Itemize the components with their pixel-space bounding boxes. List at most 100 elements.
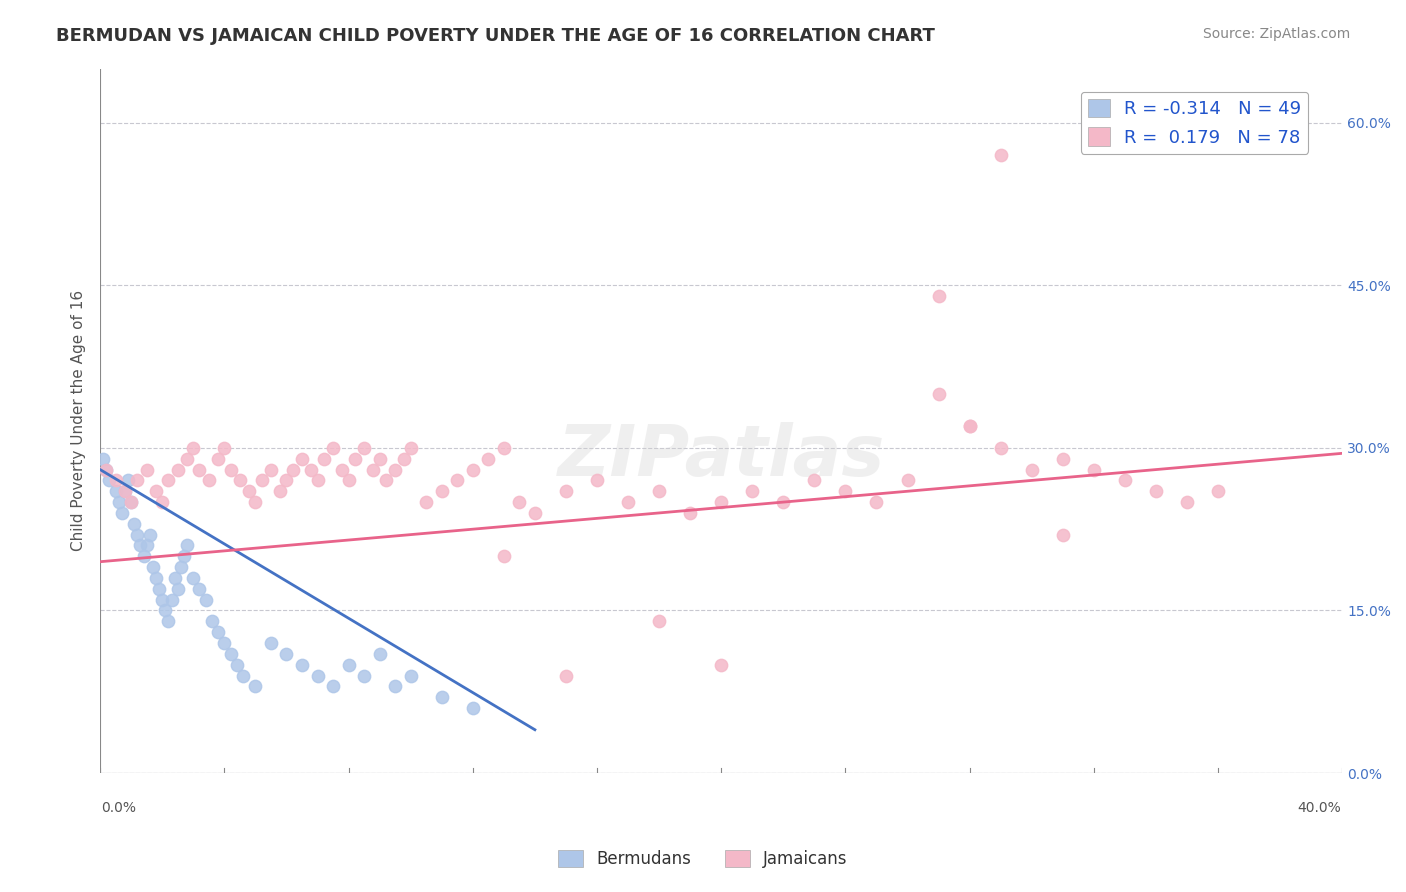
Point — [132, 549, 155, 564]
Point — [330, 462, 353, 476]
Text: 0.0%: 0.0% — [101, 801, 136, 815]
Point — [214, 441, 236, 455]
Point — [322, 679, 344, 693]
Legend: Bermudans, Jamaicans: Bermudans, Jamaicans — [551, 843, 855, 875]
Point — [107, 495, 129, 509]
Point — [142, 560, 165, 574]
Point — [374, 474, 396, 488]
Point — [803, 474, 825, 488]
Point — [225, 657, 247, 672]
Point — [96, 462, 118, 476]
Point — [176, 538, 198, 552]
Point — [399, 441, 422, 455]
Point — [229, 474, 252, 488]
Point — [648, 484, 671, 499]
Point — [260, 462, 283, 476]
Point — [307, 474, 329, 488]
Point — [291, 657, 314, 672]
Point — [710, 657, 733, 672]
Point — [477, 451, 499, 466]
Point — [117, 474, 139, 488]
Point — [120, 495, 142, 509]
Point — [104, 484, 127, 499]
Point — [772, 495, 794, 509]
Point — [865, 495, 887, 509]
Point — [166, 462, 188, 476]
Point — [276, 647, 298, 661]
Point — [928, 289, 950, 303]
Point — [214, 636, 236, 650]
Point — [1175, 495, 1198, 509]
Point — [194, 592, 217, 607]
Point — [430, 484, 453, 499]
Point — [260, 636, 283, 650]
Point — [617, 495, 640, 509]
Text: Source: ZipAtlas.com: Source: ZipAtlas.com — [1202, 27, 1350, 41]
Point — [155, 603, 177, 617]
Point — [1114, 474, 1136, 488]
Point — [276, 474, 298, 488]
Point — [163, 571, 186, 585]
Point — [170, 560, 193, 574]
Point — [201, 615, 224, 629]
Point — [250, 474, 273, 488]
Point — [363, 462, 385, 476]
Point — [269, 484, 291, 499]
Text: 40.0%: 40.0% — [1298, 801, 1341, 815]
Point — [148, 582, 170, 596]
Point — [181, 571, 204, 585]
Point — [160, 592, 183, 607]
Point — [928, 386, 950, 401]
Point — [959, 419, 981, 434]
Point — [415, 495, 437, 509]
Point — [492, 441, 515, 455]
Point — [337, 474, 360, 488]
Point — [207, 625, 229, 640]
Point — [337, 657, 360, 672]
Point — [586, 474, 609, 488]
Point — [114, 484, 136, 499]
Point — [98, 474, 121, 488]
Y-axis label: Child Poverty Under the Age of 16: Child Poverty Under the Age of 16 — [72, 290, 86, 551]
Point — [307, 668, 329, 682]
Point — [368, 647, 391, 661]
Point — [896, 474, 918, 488]
Point — [124, 516, 146, 531]
Point — [679, 506, 702, 520]
Point — [188, 462, 211, 476]
Point — [461, 701, 484, 715]
Point — [207, 451, 229, 466]
Point — [322, 441, 344, 455]
Point — [129, 538, 152, 552]
Point — [555, 668, 578, 682]
Point — [135, 538, 157, 552]
Text: ZIPatlas: ZIPatlas — [558, 422, 884, 491]
Text: BERMUDAN VS JAMAICAN CHILD POVERTY UNDER THE AGE OF 16 CORRELATION CHART: BERMUDAN VS JAMAICAN CHILD POVERTY UNDER… — [56, 27, 935, 45]
Point — [508, 495, 530, 509]
Point — [135, 462, 157, 476]
Point — [281, 462, 304, 476]
Point — [198, 474, 221, 488]
Point — [96, 462, 118, 476]
Point — [120, 495, 142, 509]
Point — [157, 615, 180, 629]
Point — [127, 474, 149, 488]
Legend: R = -0.314   N = 49, R =  0.179   N = 78: R = -0.314 N = 49, R = 0.179 N = 78 — [1081, 92, 1309, 153]
Point — [1052, 451, 1074, 466]
Point — [291, 451, 314, 466]
Point — [1206, 484, 1229, 499]
Point — [139, 527, 162, 541]
Point — [399, 668, 422, 682]
Point — [166, 582, 188, 596]
Point — [368, 451, 391, 466]
Point — [145, 484, 167, 499]
Point — [173, 549, 195, 564]
Point — [384, 462, 406, 476]
Point — [114, 484, 136, 499]
Point — [959, 419, 981, 434]
Point — [127, 527, 149, 541]
Point — [181, 441, 204, 455]
Point — [1021, 462, 1043, 476]
Point — [353, 668, 375, 682]
Point — [150, 592, 173, 607]
